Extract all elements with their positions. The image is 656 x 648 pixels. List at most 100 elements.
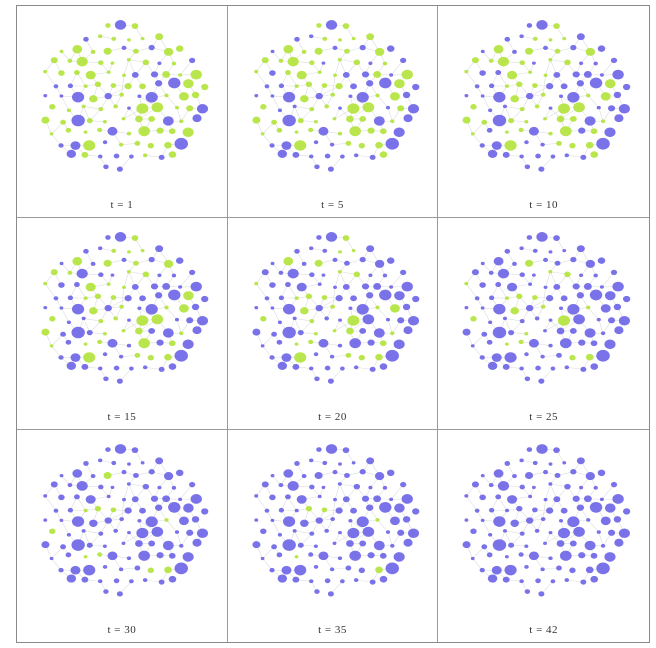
node-purple bbox=[261, 269, 269, 276]
node-purple bbox=[365, 245, 374, 253]
node-purple bbox=[113, 153, 120, 159]
node-green bbox=[102, 332, 107, 336]
node-purple bbox=[399, 481, 406, 488]
node-purple bbox=[524, 589, 531, 594]
node-green bbox=[110, 83, 117, 88]
node-green bbox=[569, 354, 576, 361]
node-purple bbox=[261, 481, 269, 488]
node-purple bbox=[481, 518, 485, 523]
node-purple bbox=[504, 564, 517, 576]
node-purple bbox=[335, 507, 343, 514]
network-edge bbox=[537, 94, 544, 107]
node-green bbox=[525, 259, 534, 267]
node-purple bbox=[608, 105, 616, 112]
network-graph bbox=[462, 444, 631, 597]
node-purple bbox=[493, 114, 507, 127]
node-purple bbox=[270, 331, 277, 337]
network-edge bbox=[541, 368, 554, 382]
node-purple bbox=[479, 355, 486, 360]
node-purple bbox=[292, 104, 297, 109]
node-purple bbox=[137, 94, 142, 99]
node-purple bbox=[121, 469, 127, 475]
node-green bbox=[179, 331, 184, 336]
node-purple bbox=[516, 505, 523, 512]
node-purple bbox=[378, 77, 392, 89]
network-edge bbox=[51, 546, 64, 559]
node-purple bbox=[556, 327, 565, 335]
node-green bbox=[601, 119, 606, 124]
node-purple bbox=[356, 92, 369, 103]
network-edge bbox=[121, 287, 125, 307]
node-purple bbox=[598, 469, 606, 477]
node-green bbox=[337, 250, 342, 254]
node-green bbox=[374, 47, 384, 56]
node-purple bbox=[168, 575, 177, 583]
network-edge bbox=[294, 530, 312, 534]
node-purple bbox=[157, 61, 162, 66]
node-purple bbox=[276, 339, 282, 345]
node-green bbox=[252, 116, 261, 124]
node-purple bbox=[489, 507, 495, 513]
network-edge bbox=[537, 306, 544, 319]
node-purple bbox=[148, 540, 156, 547]
node-purple bbox=[361, 71, 369, 78]
node-green bbox=[65, 127, 72, 133]
node-purple bbox=[43, 306, 48, 310]
node-purple bbox=[462, 541, 471, 549]
node-purple bbox=[65, 339, 72, 345]
node-purple bbox=[540, 142, 546, 147]
node-green bbox=[309, 319, 314, 324]
node-green bbox=[164, 141, 172, 149]
node-purple bbox=[148, 327, 156, 334]
node-green bbox=[558, 315, 571, 326]
node-purple bbox=[367, 552, 375, 559]
node-green bbox=[76, 56, 88, 67]
node-green bbox=[294, 130, 299, 134]
network-edge bbox=[602, 484, 615, 500]
node-green bbox=[97, 552, 103, 557]
network-edge bbox=[390, 272, 404, 288]
node-purple bbox=[142, 578, 148, 583]
node-purple bbox=[374, 259, 384, 268]
node-green bbox=[294, 84, 299, 88]
node-green bbox=[564, 59, 572, 66]
node-green bbox=[569, 142, 576, 149]
time-label: t = 42 bbox=[529, 624, 559, 636]
node-green bbox=[345, 352, 351, 358]
network-edge bbox=[326, 306, 333, 319]
node-green bbox=[110, 61, 115, 65]
node-green bbox=[401, 69, 413, 80]
node-green bbox=[375, 93, 380, 98]
node-purple bbox=[107, 126, 118, 136]
node-purple bbox=[171, 273, 177, 278]
node-purple bbox=[168, 77, 181, 89]
node-purple bbox=[488, 532, 493, 537]
node-green bbox=[110, 507, 117, 513]
node-green bbox=[293, 140, 306, 151]
node-green bbox=[470, 104, 478, 110]
node-purple bbox=[136, 527, 149, 539]
node-purple bbox=[374, 472, 384, 481]
node-purple bbox=[145, 92, 158, 103]
node-purple bbox=[126, 343, 132, 348]
network-edge bbox=[176, 319, 182, 334]
node-green bbox=[81, 151, 89, 158]
node-purple bbox=[481, 473, 486, 478]
node-green bbox=[389, 92, 400, 101]
node-green bbox=[586, 93, 591, 98]
node-green bbox=[374, 141, 383, 149]
node-purple bbox=[543, 541, 548, 545]
node-purple bbox=[524, 376, 531, 382]
network-graph bbox=[462, 232, 631, 384]
node-green bbox=[163, 47, 174, 56]
node-purple bbox=[114, 232, 127, 242]
node-green bbox=[85, 282, 96, 292]
network-edge bbox=[179, 484, 193, 500]
node-purple bbox=[270, 544, 277, 550]
network-edge bbox=[472, 558, 483, 571]
node-purple bbox=[269, 355, 275, 360]
node-purple bbox=[104, 304, 112, 312]
node-purple bbox=[121, 541, 126, 545]
node-green bbox=[94, 81, 102, 88]
node-purple bbox=[561, 507, 568, 514]
